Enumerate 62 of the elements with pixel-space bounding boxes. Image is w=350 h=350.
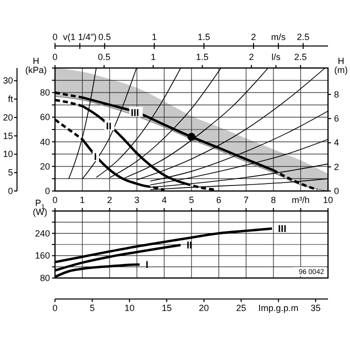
series-label: III bbox=[130, 108, 140, 119]
x-tick-label: 1 bbox=[150, 52, 156, 62]
x-tick-label: 0 bbox=[52, 195, 58, 205]
x2-tick-label: m/s bbox=[271, 32, 286, 42]
x2-tick-label: 2.5 bbox=[296, 32, 310, 42]
x-tick-label: 8 bbox=[270, 195, 276, 205]
y3-tick-label: 10 bbox=[2, 149, 13, 160]
y3-tick-label: 5 bbox=[8, 168, 13, 178]
y-tick-label: 20 bbox=[40, 161, 50, 172]
y-tick-label: 60 bbox=[40, 112, 50, 122]
x-tick-label: 4 bbox=[162, 195, 167, 205]
x2-tick-label: 20 bbox=[198, 303, 209, 313]
x2-tick-label: Imp.g.p.m bbox=[258, 303, 298, 313]
x2-tick-label: 0.5 bbox=[98, 32, 111, 42]
x-tick-label: l/s bbox=[271, 52, 281, 62]
y2-tick-label: 6 bbox=[334, 114, 340, 124]
x-tick-label: 6 bbox=[216, 195, 222, 205]
x-tick-label: 0 bbox=[52, 52, 58, 62]
x2-tick-label: 0 bbox=[52, 32, 58, 42]
y2-tick-label: 4 bbox=[334, 138, 340, 148]
x-tick-label: 1 bbox=[80, 195, 85, 205]
x2-tick-label: 2 bbox=[251, 32, 256, 42]
y-axis-title: P$_{1}$ (W) bbox=[32, 198, 48, 217]
x2-tick-label: 0 bbox=[52, 303, 58, 313]
y2-tick-label: 0 bbox=[334, 186, 340, 196]
series-label: I bbox=[146, 260, 149, 272]
y3-tick-label: 30 bbox=[2, 76, 13, 86]
y-tick-label: 160 bbox=[34, 250, 50, 261]
series-label: III bbox=[278, 224, 287, 236]
y-axis-title: H (kPa) bbox=[25, 56, 47, 75]
x-tick-label: 1.5 bbox=[196, 52, 209, 62]
y2-axis-title: H (m) bbox=[334, 56, 348, 75]
x-tick-label: 2 bbox=[248, 52, 254, 62]
y-tick-label: 40 bbox=[40, 136, 50, 147]
y2-tick-label: 2 bbox=[334, 162, 340, 172]
x2-tick-label: 15 bbox=[162, 303, 172, 313]
y3-tick-label: 15 bbox=[2, 130, 13, 141]
y3-tick-label: 0 bbox=[8, 186, 13, 196]
series-label: II bbox=[106, 121, 112, 132]
y2-tick-label: 8 bbox=[334, 89, 340, 100]
y-tick-label: 80 bbox=[40, 88, 50, 98]
x2-tick-label: 1 bbox=[152, 32, 157, 42]
x2-tick-label: 5 bbox=[90, 303, 95, 313]
x-tick-label: 2.5 bbox=[294, 52, 307, 62]
y3-tick-label: ft bbox=[8, 94, 14, 104]
x-tick-label: m³/h bbox=[292, 195, 310, 205]
x2-tick-label: 1.5 bbox=[198, 32, 210, 42]
x2-tick-label: v(1 1/4") bbox=[62, 32, 97, 42]
y3-tick-label: 20 bbox=[2, 112, 13, 122]
x-tick-label: 3 bbox=[134, 195, 140, 205]
series-label: II bbox=[186, 240, 192, 252]
y-tick-label: 0 bbox=[44, 186, 50, 196]
x2-tick-label: 10 bbox=[124, 303, 134, 313]
x-tick-label: 2 bbox=[107, 195, 112, 205]
x-tick-label: 7 bbox=[244, 195, 249, 205]
x2-tick-label: 35 bbox=[310, 303, 321, 313]
x-tick-label: 0.5 bbox=[98, 52, 110, 62]
y-tick-label: 240 bbox=[34, 228, 50, 238]
y-tick-label: 80 bbox=[40, 273, 50, 283]
x2-tick-label: 25 bbox=[236, 303, 246, 313]
x-tick-label: 5 bbox=[188, 195, 194, 205]
x-tick-label: 10 bbox=[322, 195, 334, 205]
